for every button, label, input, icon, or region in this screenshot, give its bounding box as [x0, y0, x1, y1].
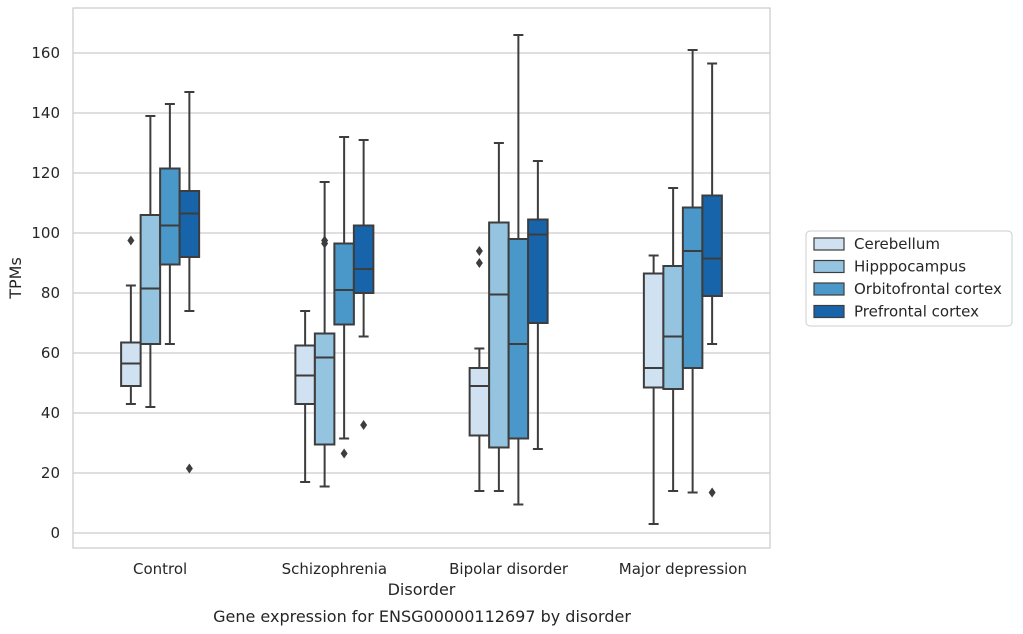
legend-label: Cerebellum [854, 235, 940, 253]
legend-swatch [813, 259, 845, 274]
y-tick-label: 160 [31, 44, 60, 62]
iqr-box [662, 265, 684, 390]
outlier-point [185, 463, 193, 474]
box-hipppocampus [139, 115, 162, 408]
y-tick-label: 60 [41, 344, 60, 362]
legend-swatch [813, 304, 845, 319]
x-axis-label: Disorder [388, 580, 456, 599]
legend-swatch [813, 282, 845, 296]
x-tick-label: Control [133, 560, 187, 578]
y-tick-label: 80 [41, 284, 60, 302]
y-tick-label: 40 [41, 404, 60, 422]
iqr-box [507, 238, 530, 440]
iqr-box [139, 214, 162, 345]
box-prefrontal-cortex [701, 62, 723, 498]
legend-swatch [813, 237, 845, 251]
iqr-box [488, 221, 510, 449]
outlier-point [340, 448, 348, 459]
box-cerebellum [468, 246, 491, 492]
outlier-point [708, 487, 716, 498]
iqr-box [333, 242, 355, 326]
y-tick-label: 20 [41, 464, 60, 482]
iqr-box [642, 272, 665, 389]
box-orbitofrontal-cortex [159, 103, 181, 345]
outlier-point [127, 235, 135, 246]
y-axis-label: TPMs [6, 257, 25, 300]
box-orbitofrontal-cortex [333, 136, 355, 459]
iqr-box [701, 194, 723, 297]
y-tick-label: 100 [31, 224, 60, 242]
iqr-box [352, 224, 375, 294]
y-tick-label: 120 [31, 164, 60, 182]
x-tick-labels: Control Schizophrenia Bipolar disorder Majo… [133, 560, 747, 578]
iqr-box [681, 206, 704, 369]
y-tick-labels: 0 20 40 60 80 100 120 140 160 [31, 44, 60, 542]
x-tick-label: Schizophrenia [282, 560, 387, 578]
iqr-box [313, 332, 336, 446]
legend-label: Prefrontal cortex [854, 303, 979, 321]
box-hipppocampus [313, 181, 336, 488]
chart-title: Gene expression for ENSG00000112697 by d… [213, 607, 631, 626]
box-orbitofrontal-cortex [681, 49, 704, 494]
x-tick-label: Major depression [619, 560, 747, 578]
iqr-box [159, 167, 181, 266]
box-cerebellum [294, 310, 316, 483]
outlier-point [321, 238, 329, 249]
box-prefrontal-cortex [178, 91, 201, 474]
y-tick-label: 140 [31, 104, 60, 122]
box-cerebellum [642, 254, 665, 525]
iqr-box [178, 190, 201, 258]
box-prefrontal-cortex [527, 160, 549, 450]
plot-boxes [120, 34, 723, 525]
box-orbitofrontal-cortex [507, 34, 530, 506]
plot-frame [72, 7, 771, 549]
outlier-point [360, 420, 368, 430]
x-tick-label: Bipolar disorder [449, 560, 569, 578]
outlier-point [475, 246, 483, 256]
box-cerebellum [120, 235, 142, 405]
iqr-box [468, 367, 491, 437]
legend-label: Orbitofrontal cortex [854, 280, 1002, 298]
box-hipppocampus [488, 142, 510, 492]
y-tick-label: 0 [50, 524, 60, 542]
iqr-box [527, 218, 549, 324]
legend: Cerebellum Hipppocampus Orbitofrontal cort… [805, 230, 1013, 327]
legend-label: Hipppocampus [854, 258, 966, 276]
outlier-point [475, 258, 483, 268]
box-prefrontal-cortex [352, 139, 375, 430]
legend-frame [805, 230, 1013, 327]
